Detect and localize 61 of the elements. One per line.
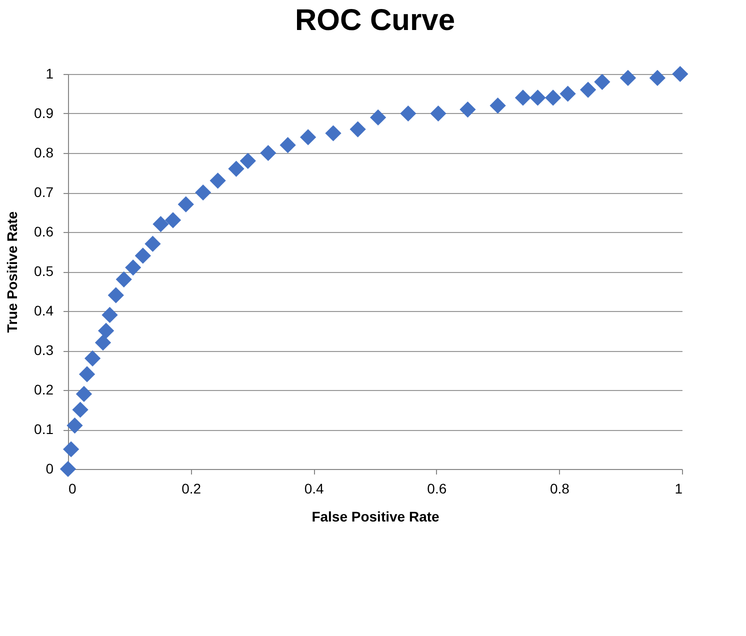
point [78, 366, 96, 382]
x-tick-label: 0.6 [427, 480, 447, 496]
point [370, 109, 386, 126]
point [72, 402, 88, 418]
point [134, 248, 151, 264]
x-tick-label: 0.2 [182, 480, 202, 496]
point [63, 441, 80, 458]
y-tick-label: 0.1 [34, 421, 54, 437]
point [178, 196, 194, 212]
point [152, 216, 169, 232]
x-tick-label: 0.8 [550, 480, 570, 496]
point [580, 82, 596, 98]
y-tick-label: 0.4 [34, 302, 54, 318]
point [430, 105, 446, 122]
y-tick-label: 1 [46, 66, 54, 82]
point [514, 90, 532, 106]
point [60, 460, 76, 478]
point [240, 152, 256, 169]
point [195, 184, 212, 201]
y-tick-label: 0.8 [34, 144, 54, 160]
point [672, 66, 688, 82]
x-axis-title: False Positive Rate [312, 508, 440, 524]
point [350, 121, 366, 138]
point [490, 98, 506, 114]
point [594, 74, 610, 90]
y-tick-label: 0.3 [34, 342, 54, 358]
point [400, 105, 416, 122]
point [66, 417, 83, 434]
point [228, 160, 244, 177]
point [116, 271, 132, 288]
point [98, 322, 114, 339]
point [94, 334, 112, 351]
y-tick-label: 0.7 [34, 184, 54, 200]
point [300, 129, 316, 146]
point [210, 172, 226, 189]
point [260, 144, 276, 162]
chart-title: ROC Curve [294, 4, 456, 37]
y-axis-title: True Positive Rate [4, 211, 20, 333]
point [164, 212, 182, 228]
y-tick-label: 0.5 [34, 263, 54, 279]
point [545, 90, 562, 106]
point [144, 236, 161, 252]
y-tick-label: 0.9 [34, 105, 54, 121]
point [649, 70, 666, 86]
y-tick-label: 0 [46, 460, 54, 476]
x-tick-label: 0 [68, 480, 76, 496]
point [125, 259, 142, 276]
x-tick-label: 0.4 [304, 480, 324, 496]
y-tick-label: 0.2 [34, 382, 54, 398]
point [102, 306, 118, 324]
point [280, 137, 296, 154]
point [108, 287, 124, 304]
point [76, 386, 92, 402]
point [325, 125, 342, 142]
point [460, 101, 476, 118]
x-tick-label: 1 [674, 480, 683, 496]
point [620, 70, 636, 86]
y-tick-label: 0.6 [34, 224, 54, 240]
point [560, 86, 576, 102]
point [530, 90, 546, 106]
point [84, 350, 101, 366]
